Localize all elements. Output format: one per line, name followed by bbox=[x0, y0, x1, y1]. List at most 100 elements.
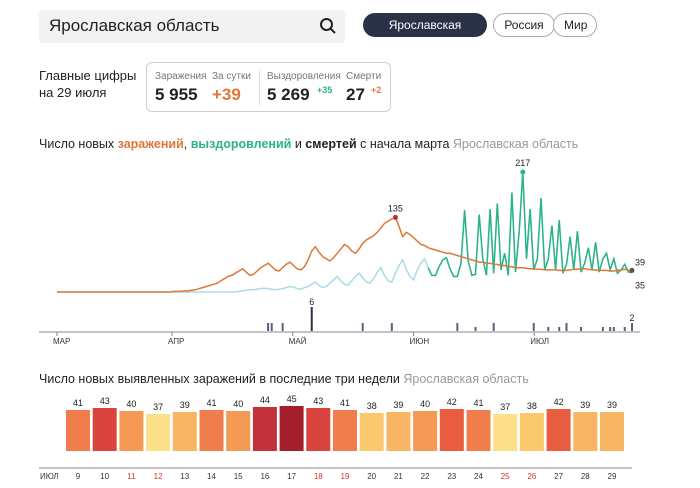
bar bbox=[493, 414, 518, 451]
chart2-title: Число новых выявленных заражений в после… bbox=[39, 372, 529, 386]
bar-value-label: 40 bbox=[126, 399, 136, 409]
cases-line-chart: 135 217 39 35 6 2 МАР АПР МАЙ ИЮН ИЮЛ bbox=[39, 158, 645, 346]
death-bar bbox=[558, 327, 561, 331]
chart1-title: Число новых заражений, выздоровлений и с… bbox=[39, 137, 578, 151]
death-bar bbox=[474, 327, 477, 331]
month-label: МАР bbox=[53, 337, 70, 346]
bar bbox=[252, 407, 277, 451]
recoveries-line-light bbox=[57, 171, 633, 293]
infections-peak-point bbox=[392, 214, 398, 220]
death-bar bbox=[547, 327, 550, 331]
death-bar bbox=[609, 327, 612, 331]
death-bar bbox=[310, 307, 313, 331]
bar-day-label: 11 bbox=[127, 472, 136, 481]
bar bbox=[519, 413, 544, 451]
chart1-title-sep2: и bbox=[291, 137, 306, 151]
bar bbox=[66, 410, 90, 451]
bar-day-label: 13 bbox=[180, 472, 189, 481]
month-label: МАЙ bbox=[289, 337, 307, 346]
bar-value-label: 45 bbox=[287, 394, 297, 404]
region-button-world[interactable]: Мир bbox=[553, 13, 597, 37]
bar-day-label: 9 bbox=[76, 472, 81, 481]
chart2-title-region: Ярославская область bbox=[403, 372, 529, 386]
bar-day-label: 29 bbox=[608, 472, 617, 481]
bar-value-label: 39 bbox=[607, 400, 617, 410]
bar-value-label: 41 bbox=[206, 398, 216, 408]
bar-day-label: 18 bbox=[314, 472, 323, 481]
bar-value-label: 40 bbox=[420, 399, 430, 409]
bar bbox=[146, 414, 171, 451]
bar-day-label: 16 bbox=[260, 472, 269, 481]
bar-value-label: 39 bbox=[580, 400, 590, 410]
search-input[interactable]: Ярославская область bbox=[49, 16, 220, 35]
bar bbox=[92, 408, 117, 451]
death-bar bbox=[532, 323, 535, 331]
death-bar bbox=[580, 327, 583, 331]
bar-value-label: 43 bbox=[100, 396, 110, 406]
bar-value-label: 38 bbox=[527, 401, 537, 411]
month-label: ИЮН bbox=[410, 337, 430, 346]
chart1-title-recoveries: выздоровлений bbox=[190, 137, 292, 151]
bar bbox=[439, 409, 464, 451]
bar bbox=[306, 408, 331, 451]
recoveries-caption: Выздоровления bbox=[267, 71, 341, 82]
bar bbox=[466, 410, 491, 451]
stats-divider bbox=[259, 71, 260, 105]
death-bar bbox=[267, 323, 270, 331]
chart2-title-text: Число новых выявленных заражений в после… bbox=[39, 372, 400, 386]
bar bbox=[573, 412, 598, 451]
recoveries-peak-point bbox=[520, 169, 526, 175]
bar-day-label: 25 bbox=[501, 472, 510, 481]
death-bar bbox=[270, 323, 273, 331]
bar-value-label: 41 bbox=[473, 398, 483, 408]
region-button-yaroslavl[interactable]: Ярославская область bbox=[363, 13, 487, 54]
infections-last-point bbox=[629, 267, 635, 273]
bar-day-label: 20 bbox=[367, 472, 376, 481]
death-bar bbox=[390, 323, 393, 331]
bar bbox=[172, 412, 197, 451]
summary-stats: Заражения 5 955 За сутки +39 Выздоровлен… bbox=[146, 62, 391, 112]
bar-value-label: 41 bbox=[340, 398, 350, 408]
search-box[interactable]: Ярославская область bbox=[39, 10, 345, 43]
bar bbox=[546, 409, 571, 451]
death-bar bbox=[361, 323, 364, 331]
search-icon[interactable] bbox=[319, 17, 337, 35]
bar-day-label: 10 bbox=[100, 472, 109, 481]
bar-day-label: 12 bbox=[154, 472, 163, 481]
bar bbox=[386, 412, 411, 451]
bar bbox=[359, 413, 384, 451]
bar-value-label: 43 bbox=[313, 396, 323, 406]
bar-value-label: 42 bbox=[554, 397, 564, 407]
chart1-title-sep1: , bbox=[183, 137, 191, 151]
bar bbox=[226, 411, 251, 451]
summary-date: на 29 июля bbox=[39, 85, 107, 100]
deaths-value: 27 bbox=[346, 85, 365, 104]
bar bbox=[199, 410, 224, 451]
recoveries-value: 5 269 bbox=[267, 85, 310, 104]
bar-value-label: 39 bbox=[180, 400, 190, 410]
death-bar bbox=[456, 323, 459, 331]
bar-day-label: 27 bbox=[554, 472, 563, 481]
infections-peak-label: 135 bbox=[388, 203, 403, 213]
bar-day-label: 17 bbox=[287, 472, 296, 481]
bar-value-label: 39 bbox=[393, 400, 403, 410]
chart1-title-infections: заражений bbox=[117, 137, 184, 151]
death-bar bbox=[492, 323, 495, 331]
bar-day-label: 21 bbox=[394, 472, 403, 481]
bar-value-label: 42 bbox=[447, 397, 457, 407]
summary-label-line1: Главные цифры bbox=[39, 68, 137, 83]
bar-day-label: 26 bbox=[527, 472, 536, 481]
summary-label: Главные цифры на 29 июля bbox=[39, 67, 136, 101]
bar-value-label: 44 bbox=[260, 395, 270, 405]
bar-value-label: 41 bbox=[73, 398, 83, 408]
region-button-russia[interactable]: Россия bbox=[493, 13, 555, 37]
infections-line bbox=[57, 216, 632, 293]
bar-day-label: 19 bbox=[341, 472, 350, 481]
recoveries-peak-label: 217 bbox=[515, 158, 530, 168]
bar-day-label: 14 bbox=[207, 472, 216, 481]
bar-day-label: 22 bbox=[421, 472, 430, 481]
death-bar bbox=[565, 323, 568, 331]
death-bar bbox=[281, 323, 284, 331]
recoveries-line bbox=[427, 171, 633, 278]
bar bbox=[333, 410, 357, 451]
